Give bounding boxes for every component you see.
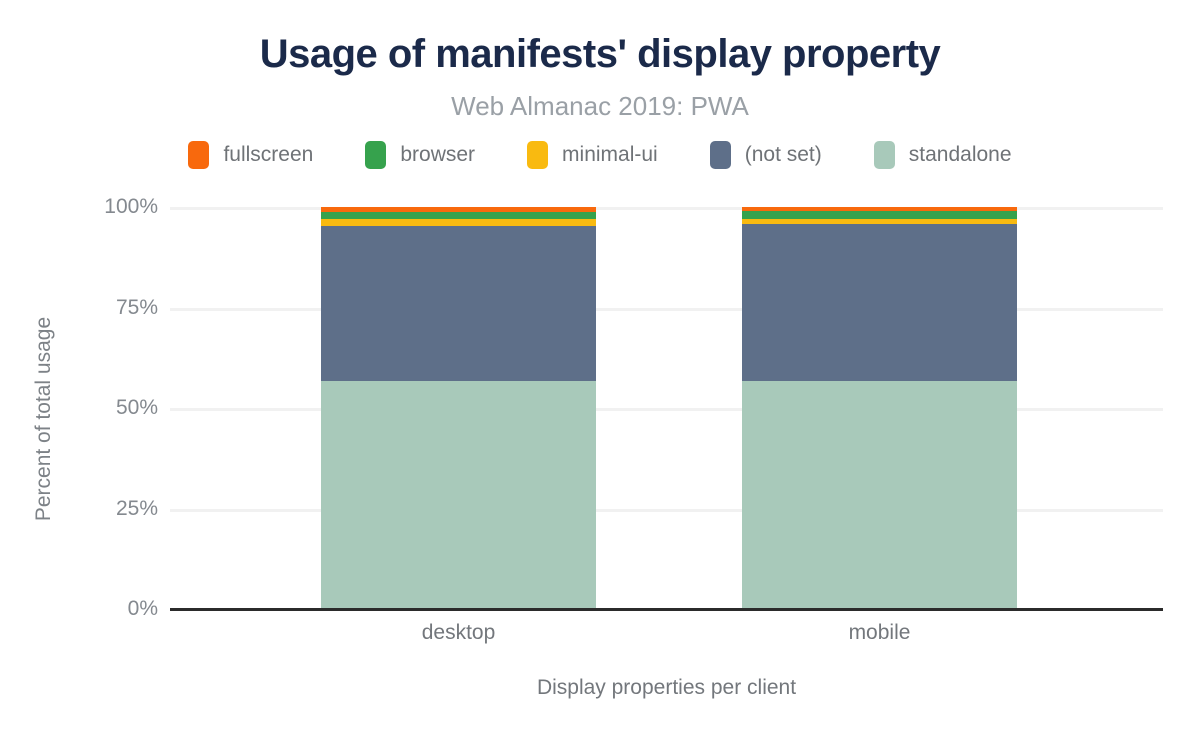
chart-subtitle: Web Almanac 2019: PWA (451, 91, 749, 121)
legend-label: standalone (908, 143, 1012, 166)
bar-segment-desktop-standalone (321, 381, 596, 609)
bar-segment-desktop-browser (321, 212, 596, 219)
legend-swatch-minimal-ui (527, 141, 549, 169)
gridline-100 (170, 207, 1163, 210)
y-tick-label-0: 0% (127, 597, 158, 620)
gridline-25 (170, 508, 1163, 512)
x-axis-title: Display properties per client (536, 676, 797, 699)
bar-segment-desktop-minimal-ui (321, 218, 596, 226)
bar-segment-desktop-fullscreen (321, 207, 596, 213)
legend-item-not-set: (not set) (709, 141, 822, 169)
x-axis-baseline (170, 608, 1163, 611)
y-tick-label-75: 75% (115, 295, 158, 319)
x-category-label-desktop: desktop (421, 621, 496, 644)
legend-label: (not set) (744, 143, 822, 166)
bar-segment-mobile-fullscreen (742, 207, 1017, 212)
y-tick-label-50: 50% (115, 396, 158, 419)
x-axis-category-labels: desktop mobile (170, 621, 1163, 649)
bar-mobile (742, 207, 1017, 609)
x-category-label-mobile: mobile (848, 621, 911, 644)
legend-label: minimal-ui (562, 143, 658, 166)
legend-swatch-not-set (709, 141, 731, 169)
bar-segment-desktop-not-set (321, 225, 596, 382)
legend-swatch-fullscreen (188, 141, 210, 169)
bar-segment-mobile-not-set (742, 224, 1017, 382)
legend-label: fullscreen (223, 143, 314, 166)
legend-label: browser (400, 143, 476, 166)
bar-segment-mobile-standalone (742, 381, 1017, 609)
legend-item-browser: browser (365, 141, 475, 169)
plot-area (170, 207, 1163, 611)
bar-segment-mobile-minimal-ui (742, 219, 1017, 225)
chart-title: Usage of manifests' display property (259, 32, 941, 76)
y-tick-label-100: 100% (104, 195, 158, 218)
legend: fullscreen browser minimal-ui (not set) stan… (0, 141, 1200, 169)
y-tick-label-25: 25% (115, 496, 158, 520)
y-axis-tick-labels: 0% 25% 50% 75% 100% (0, 195, 158, 620)
bar-desktop (321, 207, 596, 609)
gridline-75 (170, 307, 1163, 311)
legend-item-minimal-ui: minimal-ui (527, 141, 658, 169)
legend-swatch-browser (365, 141, 387, 169)
gridline-50 (170, 408, 1163, 411)
bar-segment-mobile-browser (742, 211, 1017, 220)
legend-swatch-standalone (873, 141, 895, 169)
legend-item-fullscreen: fullscreen (188, 141, 313, 169)
legend-item-standalone: standalone (873, 141, 1012, 169)
